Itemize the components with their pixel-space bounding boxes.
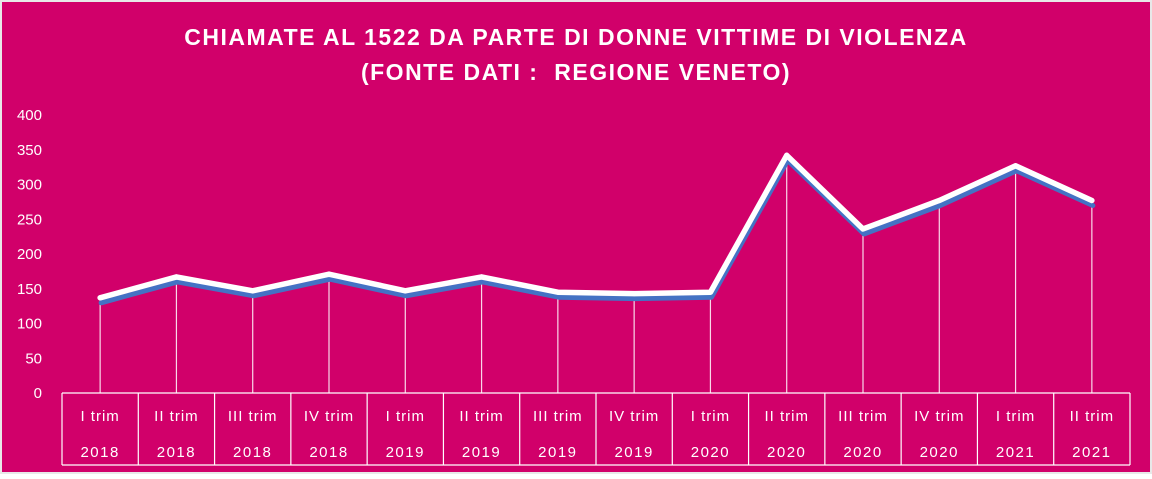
data-point xyxy=(326,271,332,277)
y-tick-label: 200 xyxy=(17,246,42,263)
y-tick-label: 250 xyxy=(17,211,42,228)
x-tick-quarter-label: III trim xyxy=(228,408,278,425)
x-tick-year-label: 2019 xyxy=(538,444,577,461)
series-line-shadow xyxy=(98,157,1096,306)
data-point xyxy=(250,288,256,294)
x-tick-quarter-label: I trim xyxy=(691,408,730,425)
y-tick-label: 300 xyxy=(17,177,42,194)
x-tick-year-label: 2020 xyxy=(843,444,882,461)
y-tick-label: 400 xyxy=(17,107,42,124)
y-tick-label: 350 xyxy=(17,142,42,159)
y-tick-label: 50 xyxy=(25,350,42,367)
x-tick-quarter-label: I trim xyxy=(80,408,119,425)
data-point xyxy=(555,289,561,295)
data-point xyxy=(97,295,103,301)
series-layer xyxy=(97,152,1096,306)
x-tick-quarter-label: IV trim xyxy=(914,408,964,425)
data-point xyxy=(631,291,637,297)
drop-lines xyxy=(99,155,1093,393)
data-point xyxy=(784,152,790,158)
x-tick-year-label: 2020 xyxy=(920,444,959,461)
x-tick-quarter-label: IV trim xyxy=(304,408,354,425)
x-tick-year-label: 2018 xyxy=(309,444,348,461)
data-point xyxy=(479,274,485,280)
x-tick-year-label: 2020 xyxy=(767,444,806,461)
x-tick-quarter-label: II trim xyxy=(459,408,504,425)
y-axis: 0 50 100 150 200 250 300 350 400 xyxy=(17,107,42,402)
x-tick-year-label: 2018 xyxy=(157,444,196,461)
series-line xyxy=(97,152,1095,301)
chart-subtitle: (FONTE DATI : REGIONE VENETO) xyxy=(361,59,791,85)
data-point xyxy=(402,288,408,294)
x-tick-year-label: 2021 xyxy=(1072,444,1111,461)
x-tick-year-label: 2019 xyxy=(462,444,501,461)
data-point xyxy=(1013,163,1019,169)
x-tick-year-label: 2018 xyxy=(80,444,119,461)
y-tick-label: 150 xyxy=(17,281,42,298)
x-tick-year-label: 2021 xyxy=(996,444,1035,461)
data-point xyxy=(173,274,179,280)
x-tick-year-label: 2019 xyxy=(614,444,653,461)
x-tick-year-label: 2019 xyxy=(386,444,425,461)
data-point xyxy=(860,226,866,232)
chart-background xyxy=(2,2,1150,472)
x-tick-year-label: 2018 xyxy=(233,444,272,461)
x-tick-quarter-label: II trim xyxy=(764,408,809,425)
data-point xyxy=(707,289,713,295)
x-tick-quarter-label: III trim xyxy=(838,408,888,425)
y-tick-label: 100 xyxy=(17,316,42,333)
chart-title: CHIAMATE AL 1522 DA PARTE DI DONNE VITTI… xyxy=(184,24,967,50)
x-tick-quarter-label: II trim xyxy=(154,408,199,425)
y-tick-label: 0 xyxy=(34,385,42,402)
x-tick-year-label: 2020 xyxy=(691,444,730,461)
x-tick-quarter-label: I trim xyxy=(996,408,1035,425)
x-tick-quarter-label: III trim xyxy=(533,408,583,425)
data-point xyxy=(936,197,942,203)
x-axis-table: I trim 2018 II trim 2018 III trim 2018 IV trim… xyxy=(61,392,1131,466)
x-tick-quarter-label: IV trim xyxy=(609,408,659,425)
data-point xyxy=(1089,197,1095,203)
x-tick-quarter-label: I trim xyxy=(386,408,425,425)
x-tick-quarter-label: II trim xyxy=(1070,408,1115,425)
